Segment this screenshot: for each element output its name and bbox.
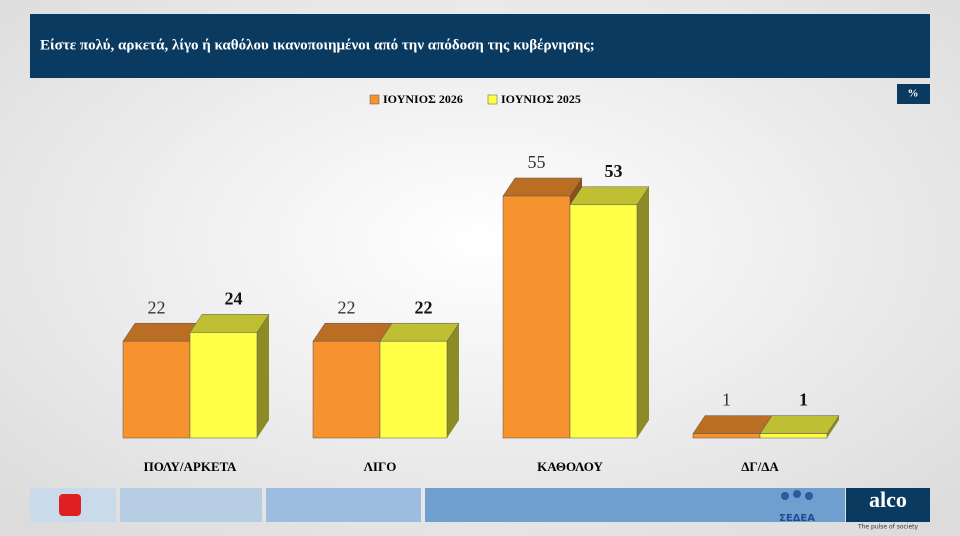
value-label: 53 bbox=[605, 161, 623, 181]
legend-label: ΙΟΥΝΙΟΣ 2025 bbox=[501, 92, 581, 106]
bar-side bbox=[827, 415, 839, 438]
x-tick-label: ΛΙΓΟ bbox=[364, 459, 397, 474]
value-label: 24 bbox=[225, 289, 243, 309]
logo-icon bbox=[781, 492, 789, 500]
bar bbox=[759, 433, 828, 439]
logo-icon bbox=[793, 490, 801, 498]
bar bbox=[379, 340, 448, 439]
x-tick-label: ΠΟΛΥ/ΑΡΚΕΤΑ bbox=[144, 459, 237, 474]
value-label: 22 bbox=[148, 297, 166, 317]
x-tick-label: ΔΓ/ΔΑ bbox=[741, 459, 779, 474]
footer-block bbox=[120, 488, 262, 522]
unit-badge bbox=[897, 84, 930, 104]
logo-icon bbox=[805, 492, 813, 500]
x-tick-label: ΚΑΘΟΛΟΥ bbox=[537, 459, 603, 474]
logo-icon bbox=[59, 494, 81, 516]
value-label: 1 bbox=[799, 390, 808, 410]
bar-top bbox=[189, 314, 270, 333]
bar bbox=[189, 332, 258, 439]
bar-side bbox=[257, 314, 269, 438]
value-label: 1 bbox=[722, 390, 731, 410]
legend-swatch bbox=[487, 94, 498, 105]
bar bbox=[122, 340, 191, 439]
footer-block bbox=[266, 488, 421, 522]
logo-alco: alco bbox=[869, 487, 907, 512]
unit-badge-text: % bbox=[908, 88, 919, 100]
value-label: 22 bbox=[415, 297, 433, 317]
chart-title: Είστε πολύ, αρκετά, λίγο ή καθόλου ικανο… bbox=[40, 37, 595, 53]
logo-alco-box bbox=[846, 488, 930, 522]
title-bar bbox=[30, 14, 930, 78]
bar bbox=[692, 433, 761, 439]
legend-swatch bbox=[369, 94, 380, 105]
bar-top bbox=[312, 322, 393, 342]
slogan: The pulse of society bbox=[857, 524, 919, 531]
legend-label: ΙΟΥΝΙΟΣ 2026 bbox=[383, 92, 463, 106]
bar-side bbox=[447, 323, 459, 438]
bar bbox=[312, 340, 381, 439]
logo-sedea: ΣΕΔΕΑ bbox=[779, 513, 815, 524]
bar-top bbox=[569, 186, 650, 206]
footer-block bbox=[425, 488, 845, 522]
bar-top bbox=[759, 415, 840, 434]
value-label: 55 bbox=[528, 152, 546, 172]
bar bbox=[569, 204, 638, 439]
bar-side bbox=[637, 186, 649, 438]
bar bbox=[502, 195, 571, 439]
bar-top bbox=[502, 177, 583, 197]
bar-top bbox=[379, 322, 460, 342]
bar-top bbox=[692, 415, 773, 434]
value-label: 22 bbox=[338, 297, 356, 317]
